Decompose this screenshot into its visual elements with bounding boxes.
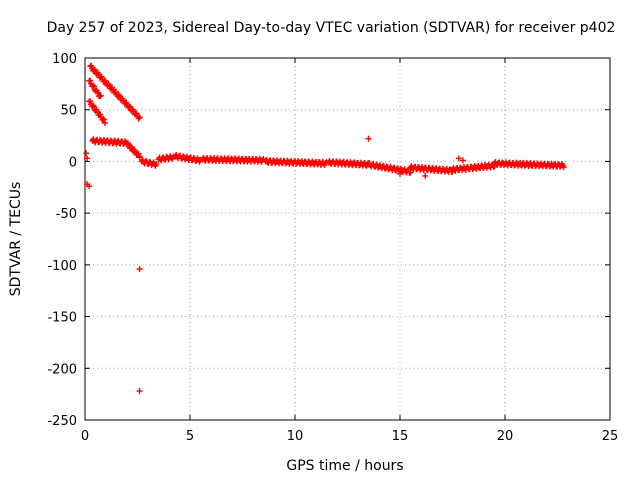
- data-point: [102, 77, 109, 84]
- data-point: [86, 183, 93, 190]
- data-point: [365, 135, 372, 142]
- data-point: [136, 114, 143, 121]
- y-axis: 100 50 0 -50 -100 -150 -200 -250: [47, 52, 610, 429]
- y-tick-label: 100: [52, 52, 77, 67]
- data-point: [94, 89, 101, 96]
- data-point: [136, 388, 143, 395]
- data-point: [94, 108, 101, 115]
- data-point: [97, 111, 104, 118]
- data-point: [101, 116, 108, 123]
- y-tick-label: 0: [69, 155, 77, 170]
- data-point: [98, 73, 105, 80]
- chart-title: Day 257 of 2023, Sidereal Day-to-day VTE…: [47, 20, 616, 36]
- data-point: [83, 150, 90, 157]
- data-point: [124, 140, 131, 147]
- data-point: [91, 83, 98, 90]
- data-point: [133, 110, 140, 117]
- data-point: [84, 155, 91, 162]
- data-point: [407, 169, 414, 176]
- y-tick-label: -150: [47, 311, 77, 326]
- grid-lines: [85, 58, 610, 420]
- plot-frame: [84, 57, 611, 421]
- data-point: [136, 154, 143, 161]
- data-point: [422, 172, 429, 179]
- x-tick-label: 15: [392, 429, 409, 444]
- data-point: [397, 170, 403, 177]
- data-point: [89, 102, 96, 109]
- data-point: [136, 265, 143, 272]
- y-tick-label: -100: [47, 259, 77, 274]
- data-point: [90, 82, 97, 89]
- x-axis: 0 5 10 15 20 25: [81, 58, 618, 444]
- data-marks: [83, 62, 567, 395]
- data-point: [460, 157, 466, 164]
- y-tick-label: -200: [47, 362, 77, 377]
- data-point: [455, 155, 462, 162]
- x-tick-label: 20: [497, 429, 514, 444]
- data-point: [91, 67, 98, 74]
- data-point: [87, 77, 94, 84]
- y-tick-label: -250: [47, 414, 77, 429]
- data-point: [97, 92, 104, 99]
- data-point: [153, 160, 160, 167]
- x-tick-label: 0: [81, 429, 89, 444]
- data-point: [101, 120, 108, 127]
- data-point: [127, 103, 134, 110]
- data-point: [123, 99, 130, 106]
- data-point: [112, 88, 119, 95]
- y-axis-label: SDTVAR / TECUs: [8, 182, 24, 297]
- x-tick-label: 10: [287, 429, 304, 444]
- y-tick-label: 50: [60, 104, 77, 119]
- x-axis-label: GPS time / hours: [286, 458, 403, 474]
- data-point: [90, 103, 97, 110]
- y-tick-label: -50: [56, 207, 77, 222]
- data-point: [128, 144, 135, 151]
- data-point: [115, 92, 122, 99]
- x-tick-label: 5: [186, 429, 194, 444]
- x-tick-label: 25: [602, 429, 619, 444]
- data-point: [87, 98, 94, 105]
- data-point: [135, 115, 142, 122]
- data-point: [88, 62, 95, 69]
- data-point: [560, 164, 567, 171]
